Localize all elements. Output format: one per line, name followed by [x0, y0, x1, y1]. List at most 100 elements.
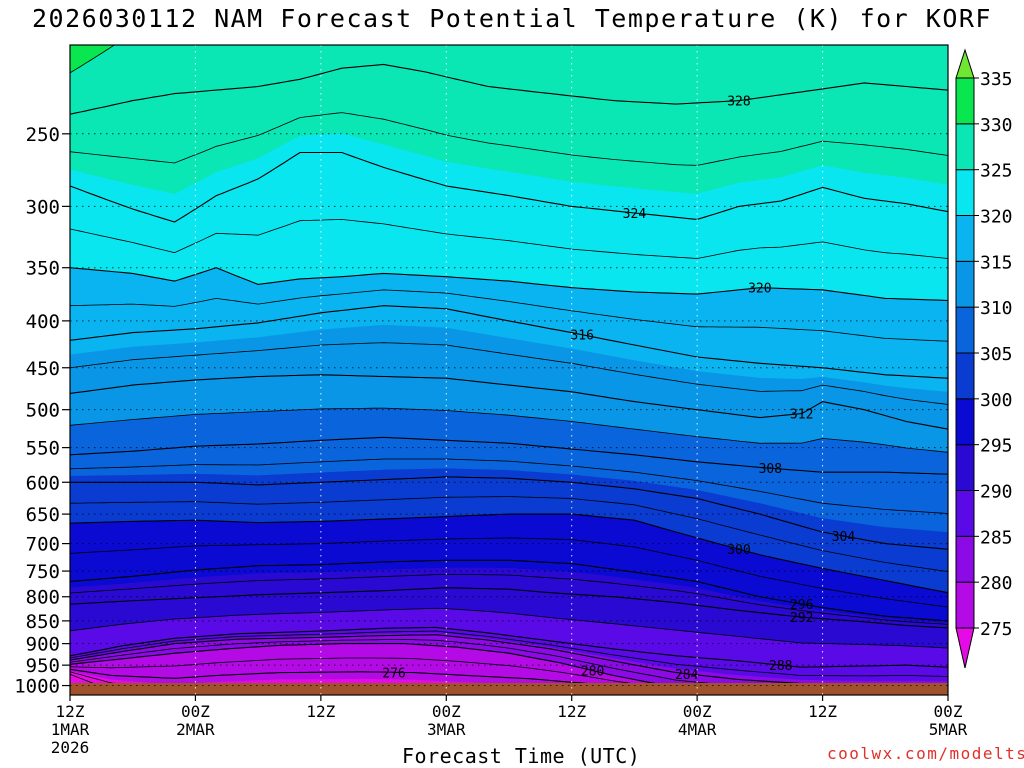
- colorbar-segment: [955, 306, 975, 354]
- isentrope-label: 328: [727, 95, 750, 110]
- colorbar-label: 295: [980, 436, 1013, 457]
- x-axis-label: Forecast Time (UTC): [402, 744, 641, 768]
- colorbar-segment: [955, 581, 975, 629]
- colorbar-label: 275: [980, 619, 1013, 640]
- ground: [70, 683, 948, 695]
- colorbar-end-low: [955, 627, 975, 669]
- colorbar-segment: [955, 535, 975, 583]
- colorbar-segment: [955, 444, 975, 491]
- isentrope-312: [70, 374, 948, 430]
- isentrope-324: [70, 151, 948, 223]
- colorbar-segment: [955, 215, 975, 262]
- x-tick-label: 12Z: [557, 702, 586, 721]
- isentrope-label: 300: [727, 543, 750, 558]
- isentrope-label: 296: [790, 598, 813, 613]
- isentrope-minor: [70, 407, 948, 453]
- isentrope-308: [70, 436, 948, 475]
- y-tick-label: 400: [26, 311, 60, 333]
- isentrope-296: [70, 559, 948, 622]
- x-tick-label: 2026: [51, 738, 90, 757]
- colorbar-label: 335: [980, 69, 1013, 90]
- y-tick-label: 550: [26, 438, 60, 460]
- x-tick-label: 12Z: [808, 702, 837, 721]
- y-tick-label: 250: [26, 124, 60, 146]
- y-tick-label: 300: [26, 196, 60, 218]
- isentrope-minor: [70, 112, 948, 166]
- isentrope-minor: [70, 458, 948, 514]
- isentrope-304: [70, 476, 948, 550]
- isentrope-label: 320: [748, 282, 771, 297]
- y-tick-label: 1000: [14, 676, 60, 698]
- isentrope-label: 276: [382, 666, 405, 681]
- colorbar-label: 330: [980, 115, 1013, 136]
- colorbar-segment: [955, 77, 975, 125]
- x-tick-label: 00Z: [934, 702, 963, 721]
- isentrope-label: 304: [832, 530, 856, 545]
- isentrope-label: 316: [570, 329, 593, 344]
- x-tick-label: 5MAR: [929, 720, 968, 739]
- source-credit: coolwx.com/modelts: [827, 744, 1024, 763]
- colorbar-end-high: [955, 48, 975, 79]
- isentrope-292: [70, 587, 948, 629]
- theta-band: [70, 45, 948, 194]
- y-tick-label: 650: [26, 504, 60, 526]
- isentrope-minor: [70, 496, 948, 572]
- y-tick-label: 700: [26, 534, 60, 556]
- y-tick-label: 950: [26, 655, 60, 677]
- isentrope-minor: [70, 573, 948, 625]
- colorbar-segment: [955, 398, 975, 446]
- colorbar-label: 290: [980, 482, 1013, 503]
- isentrope-minor: [70, 537, 948, 608]
- isentrope-label: 280: [581, 665, 604, 680]
- chart-title: 2026030112 NAM Forecast Potential Temper…: [32, 4, 992, 33]
- isentrope-320: [70, 267, 948, 302]
- colorbar-segment: [955, 260, 975, 308]
- colorbar-label: 325: [980, 161, 1013, 182]
- x-tick-label: 00Z: [432, 702, 461, 721]
- isentrope-label: 312: [790, 408, 813, 423]
- x-tick-label: 00Z: [683, 702, 712, 721]
- y-tick-label: 800: [26, 587, 60, 609]
- colorbar-label: 280: [980, 573, 1013, 594]
- x-tick-label: 3MAR: [427, 720, 466, 739]
- colorbar-segment: [955, 352, 975, 400]
- x-tick-label: 4MAR: [678, 720, 717, 739]
- colorbar-label: 315: [980, 252, 1013, 273]
- plot-frame: [69, 44, 949, 696]
- y-tick-label: 900: [26, 634, 60, 656]
- colorbar-segment: [955, 123, 975, 171]
- y-tick-label: 450: [26, 358, 60, 380]
- colorbar-segment: [955, 169, 975, 217]
- isentrope-minor: [70, 630, 948, 677]
- isentrope-288: [70, 626, 948, 668]
- x-tick-label: 12Z: [56, 702, 85, 721]
- y-tick-label: 750: [26, 561, 60, 583]
- isentrope-minor: [70, 218, 948, 259]
- isentrope-minor: [70, 0, 948, 27]
- x-tick-label: 00Z: [181, 702, 210, 721]
- x-tick-label: 1MAR: [51, 720, 90, 739]
- x-tick-label: 12Z: [306, 702, 335, 721]
- colorbar-label: 300: [980, 390, 1013, 411]
- colorbar-label: 310: [980, 298, 1013, 319]
- isentrope-label: 324: [623, 207, 647, 222]
- isentrope-label: 308: [759, 462, 782, 477]
- isentrope-label: 284: [675, 668, 699, 683]
- isentrope-328: [70, 63, 948, 115]
- x-tick-label: 2MAR: [176, 720, 215, 739]
- isentrope-label: 292: [790, 611, 813, 626]
- isentrope-minor: [70, 607, 948, 649]
- colorbar-segment: [955, 490, 975, 537]
- y-tick-label: 600: [26, 472, 60, 494]
- colorbar-label: 320: [980, 207, 1013, 228]
- y-tick-label: 350: [26, 258, 60, 280]
- y-tick-label: 500: [26, 400, 60, 422]
- y-tick-label: 850: [26, 611, 60, 633]
- colorbar-label: 285: [980, 527, 1013, 548]
- colorbar-label: 305: [980, 344, 1013, 365]
- isentrope-minor: [70, 289, 948, 342]
- isentrope-label: 288: [769, 659, 792, 674]
- isentrope-minor: [70, 342, 948, 405]
